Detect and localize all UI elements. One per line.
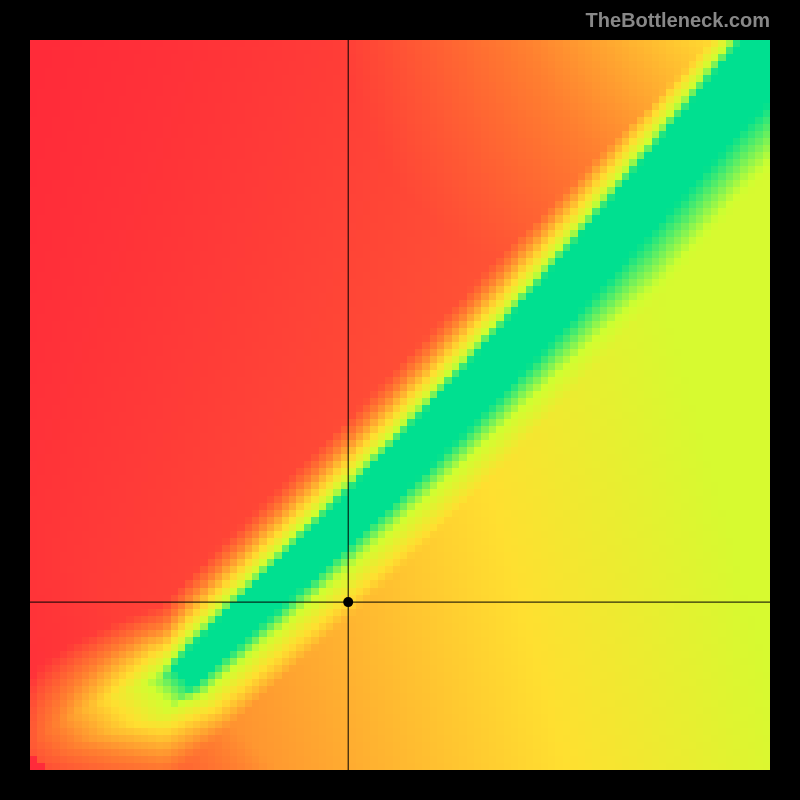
heatmap-canvas	[30, 40, 770, 770]
heatmap-plot	[30, 40, 770, 770]
chart-container: TheBottleneck.com	[0, 0, 800, 800]
attribution-text: TheBottleneck.com	[586, 10, 770, 33]
